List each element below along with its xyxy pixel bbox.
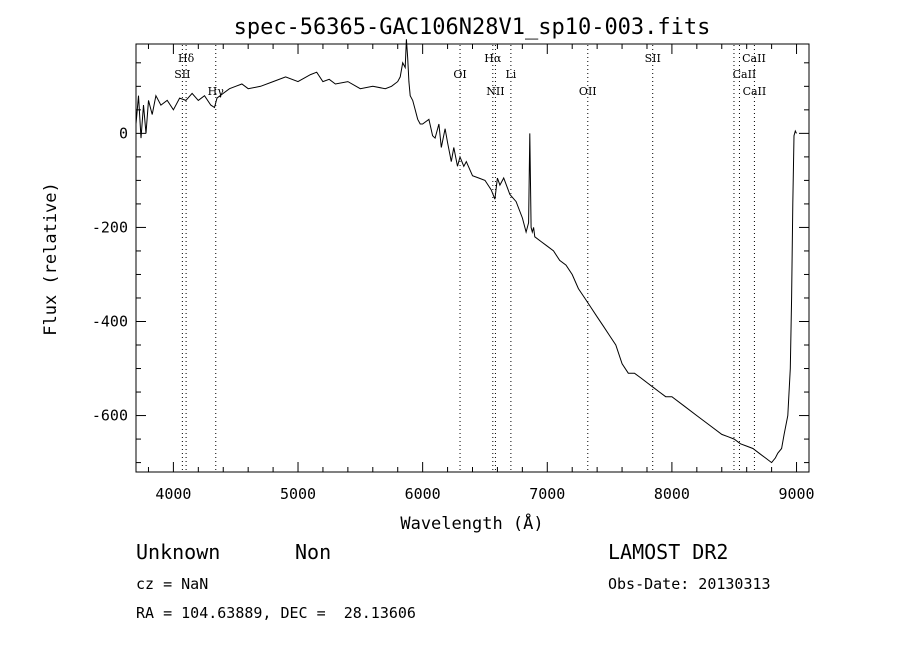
x-axis-label: Wavelength (Å) <box>400 512 543 534</box>
class-name: Unknown <box>136 540 221 564</box>
x-tick-label: 5000 <box>280 485 316 503</box>
plot-frame <box>135 43 810 473</box>
spectral-line-label: Hα <box>484 52 502 65</box>
spectral-line-label: Li <box>505 68 516 81</box>
spectral-line-label: OI <box>453 68 466 81</box>
y-tick-label: -400 <box>92 312 128 330</box>
y-axis-ticks: 0 -200 -400 -600 <box>92 62 809 464</box>
spectral-line-label: SII <box>645 52 661 65</box>
spectral-line-markers <box>181 45 755 471</box>
spectral-line-label: Hδ <box>178 52 195 65</box>
spectrum-series-line <box>135 39 797 464</box>
spectral-line-label: CaII <box>733 68 757 81</box>
subclass: Non <box>295 540 332 564</box>
obs-date: Obs-Date: 20130313 <box>608 575 771 593</box>
coordinates: RA = 104.63889, DEC = 28.13606 <box>136 604 416 622</box>
spectral-line-label: CaII <box>743 85 767 98</box>
x-tick-label: 8000 <box>654 485 690 503</box>
x-axis-ticks: 4000 5000 6000 7000 8000 9000 <box>147 44 815 503</box>
spectral-line-label: SII <box>174 68 190 81</box>
redshift-text: cz = NaN <box>136 575 209 593</box>
chart-title: spec-56365-GAC106N28V1_sp10-003.fits <box>234 15 711 40</box>
x-tick-label: 9000 <box>778 485 814 503</box>
y-axis-label: Flux (relative) <box>41 182 61 336</box>
survey-name: LAMOST DR2 <box>608 540 729 564</box>
spectral-line-label: Hγ <box>208 85 225 98</box>
y-tick-label: -200 <box>92 218 128 236</box>
spectral-line-label: NII <box>486 85 504 98</box>
y-tick-label: -600 <box>92 407 128 425</box>
spectral-line-label: OII <box>579 85 597 98</box>
x-tick-label: 6000 <box>405 485 441 503</box>
x-tick-label: 4000 <box>155 485 191 503</box>
y-tick-label: 0 <box>119 124 128 142</box>
spectral-line-label: CaII <box>742 52 766 65</box>
x-tick-label: 7000 <box>529 485 565 503</box>
